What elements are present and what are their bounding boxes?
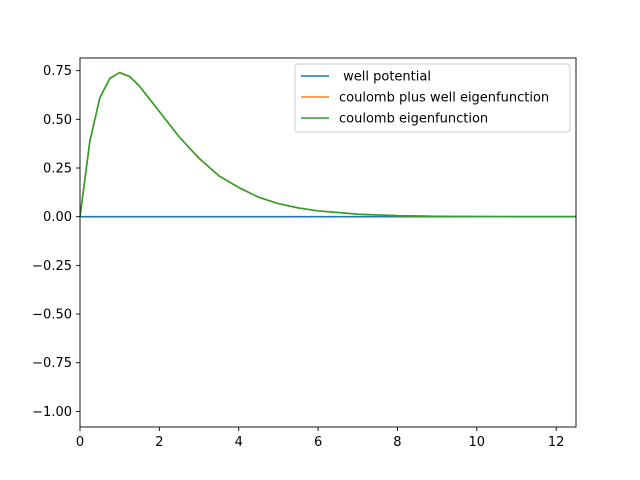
y-tick-label: 0.75 bbox=[43, 64, 72, 79]
y-tick-label: 0.00 bbox=[43, 210, 72, 225]
y-tick-label: 0.25 bbox=[43, 162, 72, 177]
x-tick-label: 2 bbox=[155, 435, 163, 450]
legend: well potential coulomb plus well eigenfun… bbox=[294, 63, 571, 133]
x-tick-label: 10 bbox=[469, 435, 486, 450]
series-line-3 bbox=[80, 71, 576, 218]
x-tick-label: 6 bbox=[314, 435, 322, 450]
x-tick-label: 0 bbox=[76, 435, 84, 450]
legend-label-2: coulomb plus well eigenfunction bbox=[339, 91, 549, 106]
legend-label-3: coulomb eigenfunction bbox=[339, 112, 488, 127]
series-lines bbox=[80, 71, 576, 218]
x-tick-label: 8 bbox=[393, 435, 401, 450]
x-tick-label: 12 bbox=[548, 435, 565, 450]
legend-box bbox=[294, 63, 571, 133]
y-tick-label: −0.25 bbox=[32, 259, 72, 274]
axes-frame bbox=[79, 57, 577, 428]
x-axis: 0 2 4 6 8 10 12 bbox=[76, 427, 565, 450]
x-tick-label: 4 bbox=[235, 435, 243, 450]
y-tick-label: −0.75 bbox=[32, 356, 72, 371]
y-tick-label: −0.50 bbox=[32, 308, 72, 323]
y-axis: 0.75 0.50 0.25 0.00 −0.25 −0.50 −0.75 −1.00 bbox=[32, 64, 80, 420]
y-tick-label: 0.50 bbox=[43, 113, 72, 128]
plot-area bbox=[79, 57, 577, 428]
legend-label-1: well potential bbox=[339, 70, 431, 85]
y-tick-label: −1.00 bbox=[32, 405, 72, 420]
